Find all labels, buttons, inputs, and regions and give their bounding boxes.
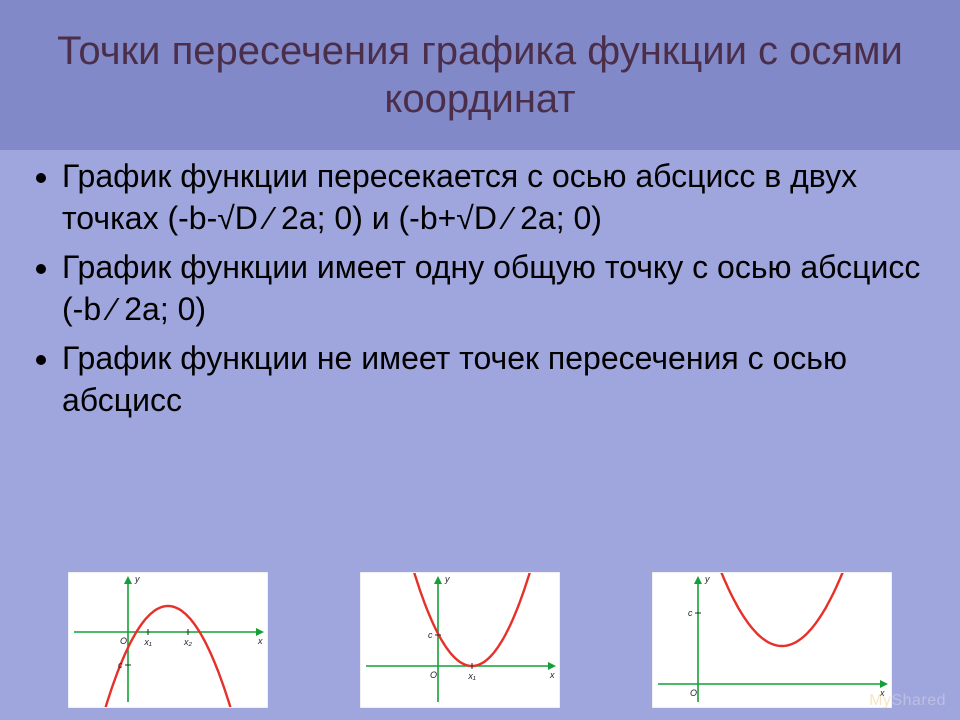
c-label: c	[688, 608, 693, 618]
x-axis-label: x	[257, 636, 263, 646]
watermark-left: My	[869, 692, 891, 709]
y-axis-label: y	[444, 574, 450, 584]
chart-bg	[360, 572, 560, 708]
chart-one-root: x₁ Oc x y	[360, 572, 560, 708]
charts-row: x₁x₂Ocxyx₁OcxyOcxy	[0, 572, 960, 708]
chart-bg	[652, 572, 892, 708]
chart-svg: x₁ Oc x y	[360, 572, 560, 708]
chart-two-roots: x₁ x₂ Oc x y	[68, 572, 268, 708]
chart-no-roots: Ocxy	[652, 572, 892, 708]
list-item: График функции пересекается с осью абсци…	[62, 156, 932, 239]
origin-label: O	[430, 670, 437, 680]
x-axis-label: x	[549, 670, 555, 680]
list-item: График функции имеет одну общую точку с …	[62, 247, 932, 330]
list-item: График функции не имеет точек пересечени…	[62, 338, 932, 421]
y-axis-label: y	[134, 574, 140, 584]
c-label: c	[428, 630, 433, 640]
chart-svg: x₁ x₂ Oc x y	[68, 572, 268, 708]
origin-label: O	[690, 688, 697, 698]
tick-label: x₁	[143, 637, 152, 647]
watermark: MyShared	[869, 692, 946, 710]
c-label: c	[118, 660, 123, 670]
bullet-list: График функции пересекается с осью абсци…	[28, 156, 932, 422]
slide-body: График функции пересекается с осью абсци…	[0, 150, 960, 422]
chart-svg: Ocxy	[652, 572, 892, 708]
origin-label: O	[120, 636, 127, 646]
tick-label: x₁	[467, 671, 476, 681]
slide: Точки пересечения графика функции с осям…	[0, 0, 960, 720]
y-axis-label: y	[704, 574, 710, 584]
slide-title-bar: Точки пересечения графика функции с осям…	[0, 0, 960, 150]
watermark-right: Shared	[891, 692, 946, 709]
slide-title-text: Точки пересечения графика функции с осям…	[16, 27, 944, 123]
chart-bg	[68, 572, 268, 708]
tick-label: x₂	[183, 637, 193, 647]
